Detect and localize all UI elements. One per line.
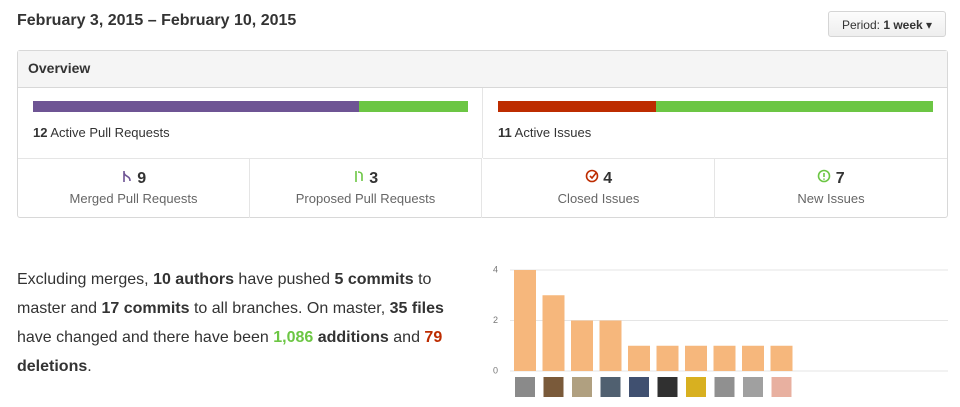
issue-summary: 11 Active Issues	[483, 88, 948, 158]
summary-part: 35 files	[389, 300, 444, 317]
new-segment	[656, 101, 933, 112]
issue-count: 11	[498, 125, 512, 140]
commit-chart: 0 2 4	[493, 264, 948, 397]
new-label: New Issues	[797, 191, 865, 206]
merged-stat[interactable]: 9 Merged Pull Requests	[18, 158, 250, 218]
summary-part: have changed and there have been	[17, 329, 274, 346]
summary-part: 79	[424, 329, 443, 346]
bar	[571, 320, 593, 371]
proposed-count: 3	[369, 170, 379, 187]
avatar	[714, 377, 735, 397]
bar	[713, 345, 736, 371]
closed-count: 4	[603, 170, 613, 187]
avatar	[572, 377, 592, 397]
bar	[599, 320, 622, 371]
closed-num: 4	[483, 169, 714, 188]
period-button[interactable]: Period: 1 week ▾	[828, 11, 946, 37]
summary-part: additions	[313, 329, 389, 346]
avatar	[771, 377, 792, 397]
y-tick-label: 0	[493, 365, 498, 375]
overview: Overview 12 Active Pull Requests 11 Acti…	[17, 50, 948, 218]
issue-label: 11 Active Issues	[498, 125, 591, 140]
merged-count: 9	[137, 170, 147, 187]
bar	[542, 295, 565, 371]
pr-icon	[355, 171, 363, 182]
proposed-num: 3	[250, 169, 481, 188]
caret: ▾	[926, 18, 933, 32]
y-tick-label: 2	[493, 315, 498, 325]
new-icon	[818, 169, 831, 183]
date-range: February 3, 2015 – February 10, 2015	[17, 12, 297, 29]
avatar	[600, 377, 621, 397]
avatar	[657, 377, 678, 397]
bar	[685, 345, 707, 371]
closed-label: Closed Issues	[557, 191, 640, 206]
issue-bar	[498, 101, 933, 112]
avatar	[515, 377, 535, 397]
pr-count: 12	[33, 125, 48, 140]
bar	[656, 345, 679, 371]
bar	[770, 345, 793, 371]
new-count: 7	[835, 170, 845, 187]
period-value: 1 week	[883, 18, 923, 32]
pr-summary: 12 Active Pull Requests	[18, 88, 483, 158]
bar	[514, 270, 536, 371]
y-tick-label: 4	[493, 264, 498, 274]
avatar	[629, 377, 649, 397]
summary-part: 1,086	[273, 329, 314, 346]
pr-label: 12 Active Pull Requests	[33, 125, 170, 140]
summary-part: and	[388, 329, 425, 346]
proposed-stat[interactable]: 3 Proposed Pull Requests	[250, 158, 482, 218]
bar	[628, 345, 650, 371]
summary-part: 17 commits	[101, 300, 190, 317]
merged-segment	[33, 101, 360, 112]
pr-text: Active Pull Requests	[50, 125, 170, 140]
new-num: 7	[715, 169, 947, 188]
closed-icon	[585, 169, 599, 183]
proposed-segment	[359, 101, 468, 112]
merged-label: Merged Pull Requests	[69, 191, 198, 206]
summary-part: 5 commits	[334, 271, 414, 288]
merged-num: 9	[18, 169, 249, 188]
bar	[742, 345, 764, 371]
summary-part: deletions	[17, 358, 88, 375]
summary-part: .	[87, 358, 92, 375]
closed-segment	[498, 101, 657, 112]
closed-stat[interactable]: 4 Closed Issues	[483, 158, 715, 218]
overview-title: Overview	[18, 51, 947, 88]
pr-bar	[33, 101, 468, 112]
summary: Excluding merges, 10 authors have pushed…	[17, 265, 462, 381]
summary-part: Excluding merges,	[17, 271, 154, 288]
summary-part: 10 authors	[153, 271, 234, 288]
avatar	[543, 377, 564, 397]
issue-text: Active Issues	[514, 125, 592, 140]
summary-part: to all branches. On master,	[189, 300, 390, 317]
merge-icon	[123, 171, 131, 182]
summary-part: to master and	[17, 271, 432, 317]
proposed-label: Proposed Pull Requests	[295, 191, 436, 206]
avatar	[686, 377, 706, 397]
avatar	[743, 377, 763, 397]
new-stat[interactable]: 7 New Issues	[715, 158, 947, 218]
period-label: Period:	[841, 18, 880, 32]
summary-part: have pushed	[233, 271, 335, 288]
